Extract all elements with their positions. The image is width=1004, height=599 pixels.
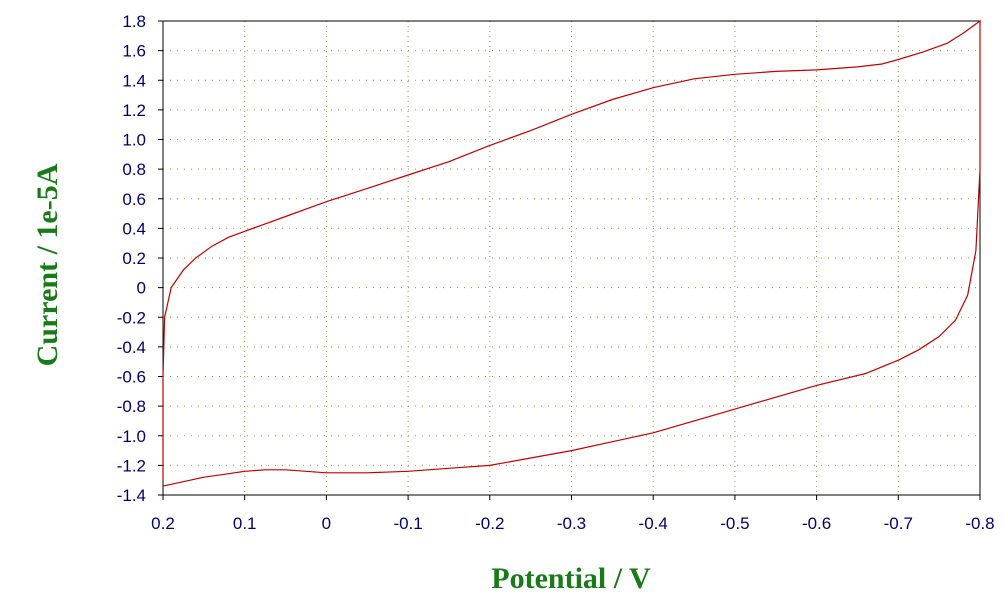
y-tick-label: -0.2 — [117, 308, 146, 327]
axis-ticks — [158, 20, 981, 500]
x-tick-label: -0.6 — [802, 514, 831, 533]
series-line-current — [162, 19, 981, 487]
y-tick-labels: 1.8 1.6 1.4 1.2 1.0 0.8 0.6 0.4 0.2 0 -0.2 -0.4 -0.6… — [117, 12, 146, 505]
y-tick-label: 0.6 — [122, 190, 146, 209]
y-tick-label: -0.6 — [117, 368, 146, 387]
x-tick-labels: 0.2 0.1 0 -0.1 -0.2 -0.3 -0.4 -0.5 -0.6 -0.7 -0.8 — [151, 514, 994, 533]
x-tick-label: 0.1 — [233, 514, 257, 533]
y-tick-label: -0.4 — [117, 338, 146, 357]
x-axis-title: Potential / V — [491, 562, 651, 595]
x-tick-label: -0.3 — [557, 514, 586, 533]
y-tick-label: 0.2 — [122, 249, 146, 268]
y-tick-label: -1.2 — [117, 456, 146, 475]
y-axis-title: Current / 1e-5A — [31, 163, 64, 366]
x-tick-label: -0.1 — [393, 514, 422, 533]
y-tick-label: 0.8 — [122, 160, 146, 179]
x-tick-label: -0.4 — [639, 514, 668, 533]
x-tick-label: -0.5 — [720, 514, 749, 533]
y-tick-label: 0.4 — [122, 219, 146, 238]
x-tick-label: -0.2 — [475, 514, 504, 533]
x-tick-label: -0.7 — [884, 514, 913, 533]
y-tick-label: 1.0 — [122, 131, 146, 150]
y-tick-label: -0.8 — [117, 397, 146, 416]
y-tick-label: -1.0 — [117, 427, 146, 446]
y-tick-label: 1.4 — [122, 71, 146, 90]
x-tick-label: 0 — [322, 514, 331, 533]
y-tick-label: 1.2 — [122, 101, 146, 120]
grid-lines — [163, 21, 980, 495]
y-tick-label: 1.8 — [122, 12, 146, 31]
y-tick-label: -1.4 — [117, 486, 146, 505]
x-tick-label: 0.2 — [151, 514, 175, 533]
y-tick-label: 0 — [137, 279, 146, 298]
x-tick-label: -0.8 — [965, 514, 994, 533]
y-tick-label: 1.6 — [122, 42, 146, 61]
